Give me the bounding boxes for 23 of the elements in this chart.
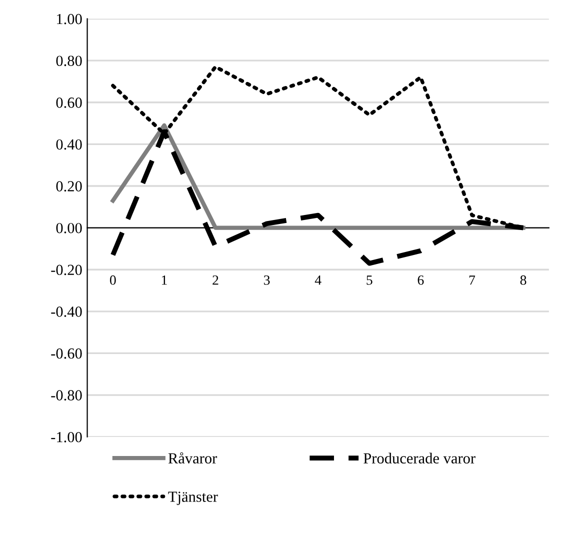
x-tick-label: 7 — [469, 276, 476, 285]
legend-label: Producerade varor — [364, 452, 476, 464]
x-tick-label: 6 — [418, 275, 424, 285]
y-tick-label: 0.80 — [56, 56, 82, 66]
y-tick-label: 0.20 — [56, 181, 82, 192]
y-tick-label: 1.00 — [57, 14, 82, 24]
y-tick-label: 0.40 — [56, 139, 82, 150]
x-tick-label: 3 — [264, 275, 270, 285]
y-tick-label: 0.00 — [56, 222, 82, 234]
x-tick-label: 0 — [110, 275, 116, 285]
y-tick-label: 0.60 — [56, 98, 82, 108]
y-tick-label: -0.80 — [51, 390, 82, 401]
x-tick-label: 8 — [520, 275, 526, 285]
y-tick-label: -0.60 — [51, 348, 82, 359]
legend-label: Tjänster — [168, 492, 218, 506]
x-tick-label: 4 — [314, 276, 322, 285]
x-tick-label: 2 — [212, 275, 218, 285]
y-tick-label: -0.40 — [51, 306, 82, 317]
y-tick-label: -1.00 — [51, 432, 82, 442]
legend-label: Råvaror — [168, 452, 218, 464]
x-tick-label: 5 — [366, 276, 372, 285]
x-tick-label: 1 — [162, 275, 167, 285]
y-tick-label: -0.20 — [51, 264, 82, 276]
